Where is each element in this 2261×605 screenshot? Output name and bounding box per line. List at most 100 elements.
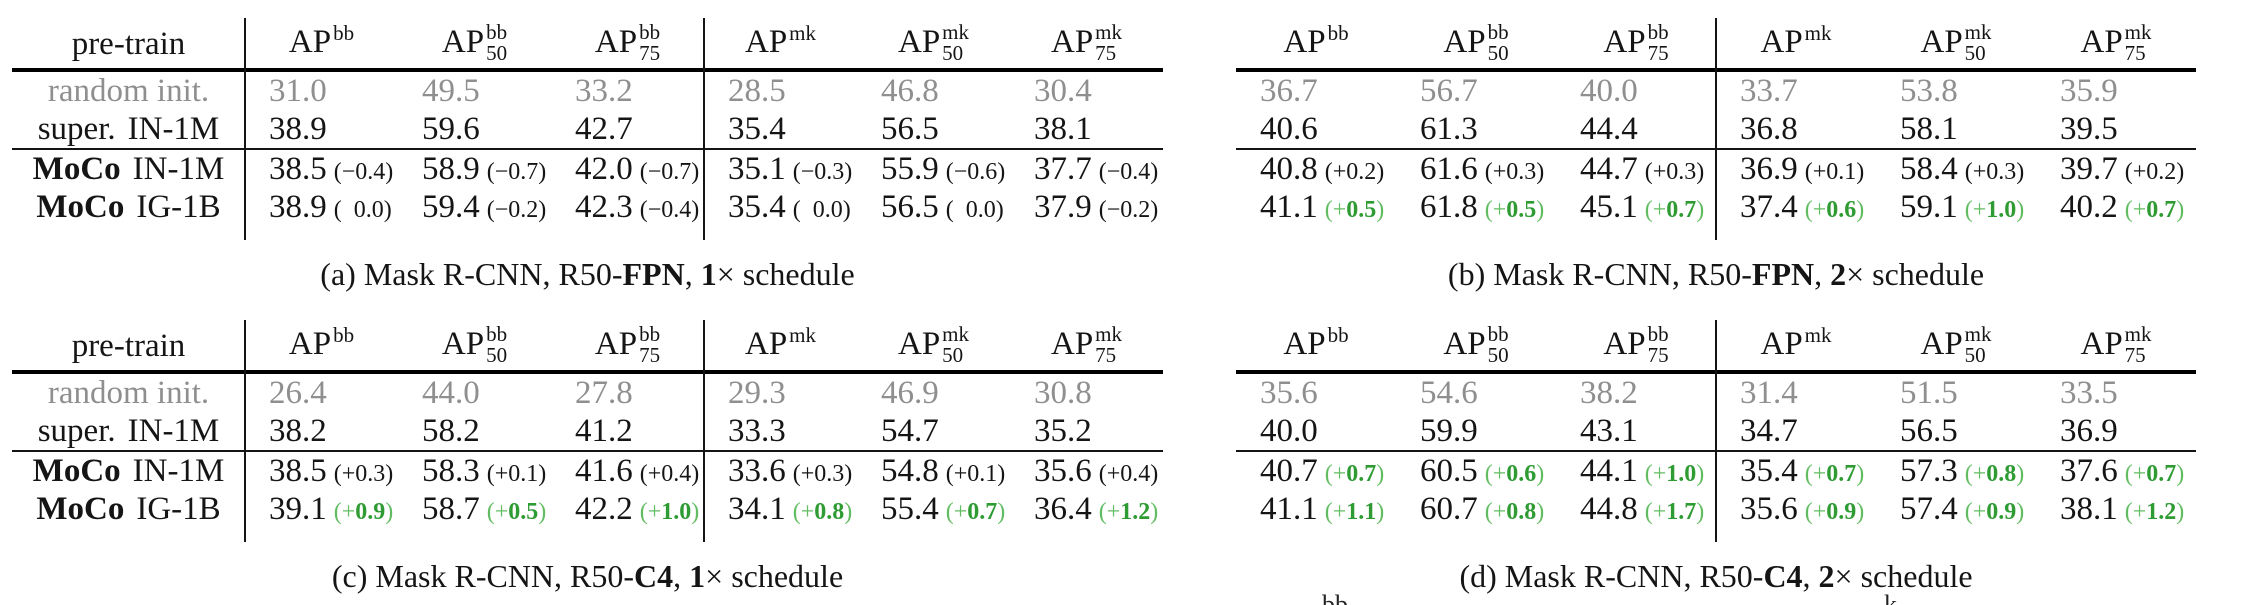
ap-value-cell: 41.6 (+0.4)	[551, 453, 704, 490]
ap-base: AP	[744, 24, 788, 60]
ap-delta: (−0.3)	[792, 158, 853, 185]
column-header-APbb75: AP bb 75	[551, 323, 704, 366]
ap-subscript: 50	[1487, 343, 1509, 367]
ap-subscript: 75	[1647, 343, 1669, 367]
row-label-part: MoCo	[36, 188, 125, 225]
ap-supsub: mk 75	[1095, 22, 1122, 64]
results-table-a: pre-train AP bb AP bb 50 AP bb 75 AP mk AP mk 50 AP mk 7…	[12, 16, 1163, 240]
ap-value-cell: 42.3 (−0.4)	[551, 189, 704, 226]
ap-value-cell: 61.3	[1396, 111, 1556, 148]
caption-part: 2	[1830, 256, 1847, 292]
ap-delta: (+0.5)	[1325, 197, 1385, 223]
ap-delta: (+1.2)	[1099, 499, 1159, 525]
delta-paren: )	[1376, 498, 1385, 525]
caption-part: C4	[634, 558, 674, 594]
ap-value: 58.7	[422, 490, 480, 527]
ap-value-cell: 40.0	[1556, 73, 1716, 110]
delta-number: 0.5	[1346, 196, 1377, 223]
column-header-APmk: AP mk	[1716, 324, 1876, 365]
ap-value-cell: 35.1 (−0.3)	[704, 151, 857, 188]
table-header-row: pre-train AP bb AP bb 50 AP bb 75 AP mk AP mk 50 AP mk 7…	[12, 318, 1163, 370]
ap-supsub: bb	[333, 325, 354, 366]
column-header-label: AP bb	[1283, 324, 1348, 365]
ap-value-cell: 58.2	[398, 413, 551, 450]
ap-delta: (+0.9)	[334, 499, 394, 525]
ap-value-cell: 37.6 (+0.7)	[2036, 453, 2196, 490]
delta-paren: (+	[1324, 196, 1347, 223]
delta-paren: (+	[1964, 460, 1987, 487]
caption-part: 1	[689, 558, 706, 594]
ap-supsub: mk 75	[2125, 22, 2152, 64]
ap-subscript	[789, 44, 816, 64]
ap-supsub: bb 75	[1648, 22, 1669, 64]
ap-subscript	[1805, 346, 1832, 366]
delta-number: 1.2	[2146, 498, 2177, 525]
ap-value: 33.2	[575, 72, 633, 109]
ap-value-cell: 40.7 (+0.7)	[1236, 453, 1396, 490]
ap-value: 33.6	[728, 452, 786, 489]
delta-paren: (+	[1964, 196, 1987, 223]
ap-subscript: 50	[1487, 41, 1509, 65]
ap-value: 29.3	[728, 374, 786, 411]
column-header-label: AP bb	[289, 324, 354, 365]
ap-superscript: bb	[1647, 20, 1669, 44]
ap-value-cell: 57.3 (+0.8)	[1876, 453, 2036, 490]
delta-paren: )	[2176, 460, 2185, 487]
ap-value-cell: 33.6 (+0.3)	[704, 453, 857, 490]
table-row: super. IN-1M 38.9 59.6 42.7 35.4 56.5 38.1	[12, 110, 1163, 148]
ap-value: 36.7	[1260, 72, 1318, 109]
row-label-part: pre-train	[71, 26, 186, 62]
ap-value: 59.9	[1420, 412, 1478, 449]
delta-paren: )	[997, 498, 1006, 525]
ap-subscript: 75	[2124, 41, 2146, 65]
ap-superscript: mk	[789, 21, 817, 45]
ap-value-cell: 43.1	[1556, 413, 1716, 450]
ap-value: 37.9	[1034, 188, 1092, 225]
table-row: random init. 26.4 44.0 27.8 29.3 46.9 30.8	[12, 374, 1163, 412]
table-caption-b: (b) Mask R-CNN, R50-FPN, 2× schedule	[1236, 256, 2196, 293]
ap-subscript: 75	[2124, 343, 2146, 367]
delta-paren: (+	[1804, 196, 1827, 223]
ap-delta: (+0.2)	[1324, 158, 1385, 185]
table-caption-c: (c) Mask R-CNN, R50-C4, 1× schedule	[12, 558, 1163, 595]
ap-value-cell: 40.2 (+0.7)	[2036, 189, 2196, 226]
delta-paren: (+	[1644, 498, 1667, 525]
ap-delta: (+0.8)	[1965, 461, 2025, 487]
ap-value-cell: 57.4 (+0.9)	[1876, 491, 2036, 528]
ap-value-cell: 40.0	[1236, 413, 1396, 450]
ap-supsub: bb	[1328, 23, 1349, 64]
ap-superscript: mk	[1095, 322, 1123, 346]
ap-value: 38.1	[1034, 110, 1092, 147]
ap-value-cell: 38.1	[1010, 111, 1163, 148]
caption-part: 1	[700, 256, 717, 292]
ap-value: 40.8	[1260, 150, 1318, 187]
delta-number: 1.0	[661, 498, 692, 525]
ap-superscript: bb	[486, 20, 508, 44]
row-label-part: MoCo	[32, 452, 121, 489]
ap-value: 54.7	[881, 412, 939, 449]
ap-value: 38.1	[2060, 490, 2118, 527]
ap-value: 46.8	[881, 72, 939, 109]
ap-value: 38.2	[1580, 374, 1638, 411]
column-header-APmk: AP mk	[1716, 22, 1876, 63]
column-separator-rule	[703, 320, 705, 542]
ap-value: 26.4	[269, 374, 327, 411]
row-label: MoCo IG-1B	[12, 189, 245, 226]
ap-base: AP	[288, 24, 332, 60]
ap-value-cell: 41.2	[551, 413, 704, 450]
ap-value: 40.0	[1260, 412, 1318, 449]
column-header-label: AP bb 75	[595, 323, 660, 366]
ap-value-cell: 39.7 (+0.2)	[2036, 151, 2196, 188]
pretrain-header: pre-train	[12, 328, 245, 365]
ap-value: 41.1	[1260, 188, 1318, 225]
ap-delta: ( 0.0)	[792, 196, 851, 223]
ap-value: 38.5	[269, 150, 327, 187]
ap-delta: (−0.7)	[639, 158, 700, 185]
ap-value-cell: 45.1 (+0.7)	[1556, 189, 1716, 226]
row-label-part: IG-1B	[136, 490, 221, 527]
ap-value-cell: 37.9 (−0.2)	[1010, 189, 1163, 226]
ap-subscript: 75	[1095, 343, 1117, 367]
ap-value-cell: 38.2	[1556, 375, 1716, 412]
column-header-APbb75: AP bb 75	[551, 21, 704, 64]
ap-value: 30.8	[1034, 374, 1092, 411]
